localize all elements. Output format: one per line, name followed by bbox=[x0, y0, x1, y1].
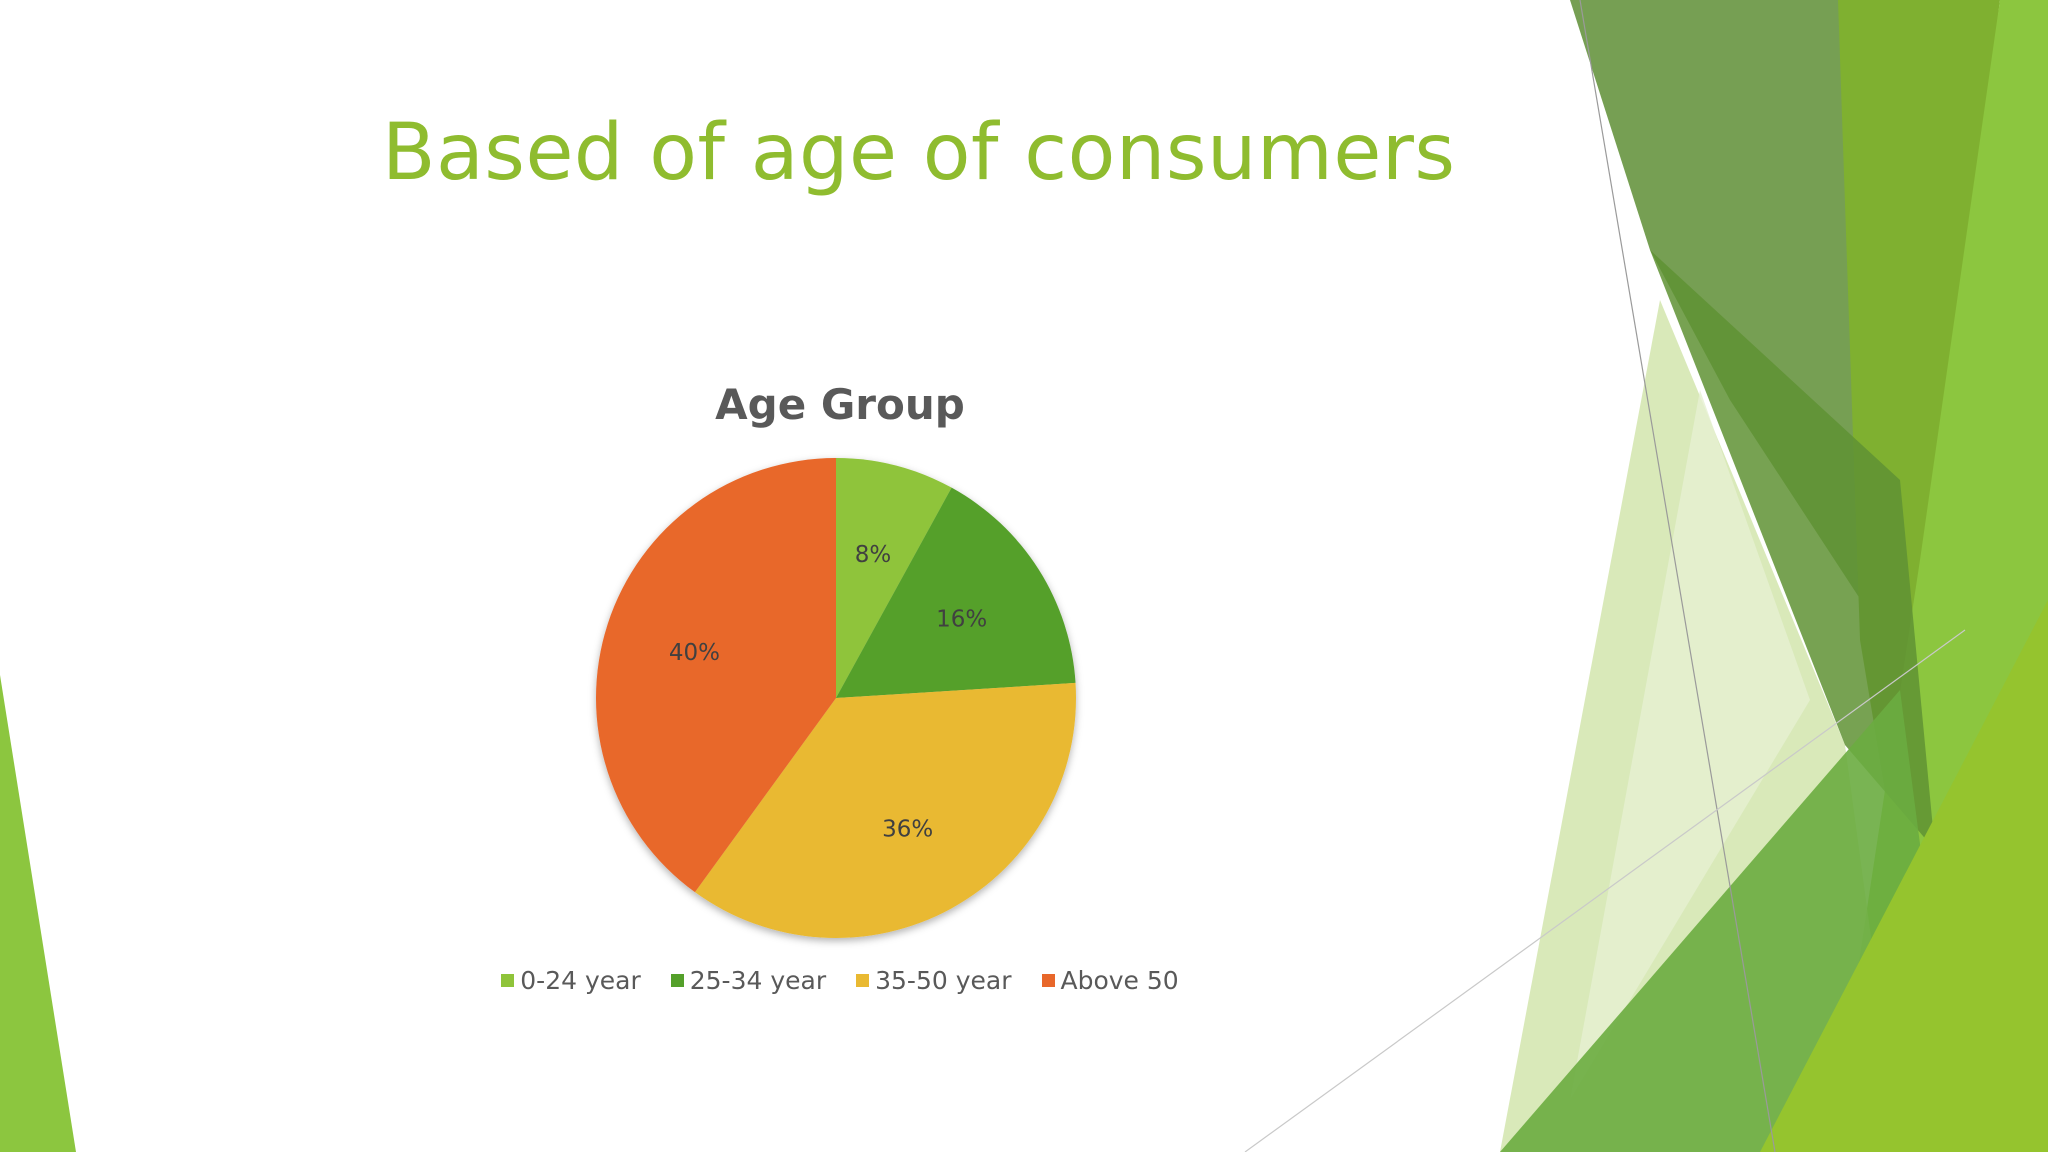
legend-label: Above 50 bbox=[1060, 966, 1179, 995]
left-green-strip bbox=[0, 675, 76, 1152]
data-label: 40% bbox=[669, 640, 720, 666]
legend-item: 0-24 year bbox=[501, 966, 641, 995]
pie-slice-0-24-year bbox=[836, 458, 952, 698]
pie-chart-canvas: 8% 16% 36% 40% bbox=[595, 458, 1076, 939]
chart-legend: 0-24 year 25-34 year 35-50 year Above 50 bbox=[500, 966, 1180, 995]
pie-chart: 8% 16% 36% 40% Age Group 0-24 year 25-34 yea… bbox=[500, 360, 1180, 1020]
right-pale-green-wedge bbox=[1570, 390, 1810, 1100]
slide-title: Based of age of consumers bbox=[382, 108, 1456, 198]
pie-data-labels: 8% 16% 36% 40% bbox=[669, 542, 987, 843]
pie-slice-35-50-year bbox=[694, 682, 1076, 939]
pie-slice-above-50 bbox=[595, 458, 836, 893]
legend-item: 35-50 year bbox=[856, 966, 1012, 995]
legend-label: 35-50 year bbox=[875, 966, 1012, 995]
data-label: 8% bbox=[855, 542, 892, 568]
legend-swatch bbox=[1041, 974, 1055, 987]
legend-item: 25-34 year bbox=[670, 966, 827, 995]
thin-line-2 bbox=[1244, 629, 1966, 1152]
legend-swatch bbox=[670, 974, 684, 987]
legend-label: 25-34 year bbox=[689, 966, 827, 995]
chart-title: Age Group bbox=[715, 380, 965, 429]
legend-label: 0-24 year bbox=[520, 966, 641, 995]
data-label: 36% bbox=[882, 816, 933, 842]
pie-slices bbox=[595, 458, 1076, 939]
bottom-right-lime-triangle bbox=[1760, 600, 2048, 1152]
data-label: 16% bbox=[936, 606, 987, 632]
legend-item: Above 50 bbox=[1041, 966, 1179, 995]
right-mid-green-panel bbox=[1650, 250, 1935, 850]
legend-swatch bbox=[856, 974, 870, 987]
thin-line-1 bbox=[1579, 0, 1776, 1152]
pie-slice-25-34-year bbox=[836, 487, 1076, 698]
legend-swatch bbox=[501, 974, 515, 987]
